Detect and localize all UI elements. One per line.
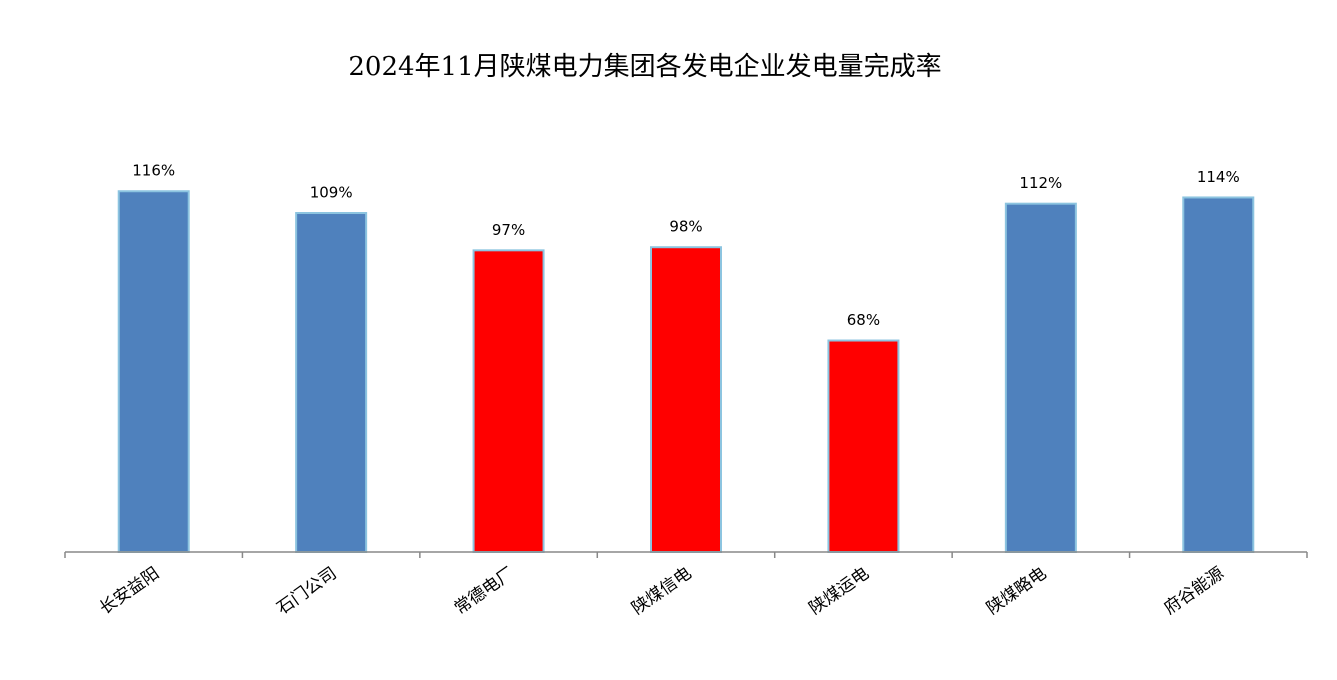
bar [1182, 196, 1255, 554]
bar [472, 249, 545, 554]
value-label: 97% [492, 221, 525, 239]
x-tick-label: 长安益阳 [96, 563, 163, 618]
chart-title: 2024年11月陕煤电力集团各发电企业发电量完成率 [348, 52, 941, 82]
bar [650, 246, 722, 553]
bar [295, 212, 368, 553]
value-label: 98% [669, 218, 702, 236]
value-label: 114% [1197, 168, 1240, 186]
value-label: 112% [1019, 174, 1062, 192]
value-label: 68% [847, 311, 880, 329]
x-tick-label: 陕煤信电 [628, 563, 695, 618]
x-tick-label: 府谷能源 [1161, 563, 1228, 618]
x-tick-label: 常德电厂 [451, 563, 518, 618]
bar [117, 190, 190, 554]
value-label: 109% [310, 184, 353, 202]
x-tick-label: 陕煤略电 [983, 563, 1050, 618]
bar [1004, 202, 1077, 553]
x-tick-label: 陕煤运电 [806, 563, 873, 618]
bar [827, 339, 900, 553]
value-label: 116% [132, 162, 175, 180]
x-tick-label: 石门公司 [273, 563, 340, 618]
